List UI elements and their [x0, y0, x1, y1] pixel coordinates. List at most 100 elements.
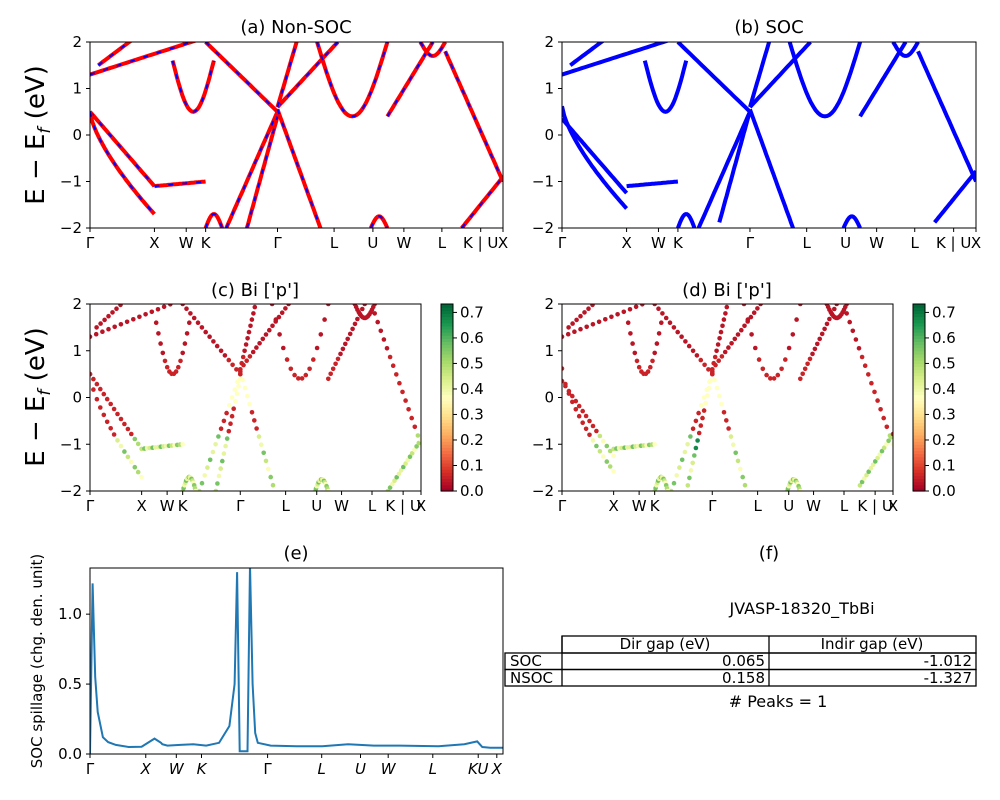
projection-point [640, 304, 645, 307]
projection-point [91, 376, 96, 382]
projection-point [143, 312, 148, 317]
projection-point [724, 418, 729, 423]
projection-point [607, 448, 613, 454]
panel-c-colorbar-segment [441, 409, 453, 414]
projection-point [685, 483, 691, 488]
projection-point [869, 380, 874, 386]
projection-point [111, 406, 117, 412]
panel-c-colorbar-segment [441, 316, 453, 321]
band-line [891, 42, 920, 58]
projection-point [877, 452, 883, 457]
projection-point [91, 387, 96, 392]
projection-point [671, 325, 677, 330]
panel-d-colorbar: 0.7 0.6 0.5 0.4 0.3 0.2 0.1 0.0 [912, 303, 956, 500]
projection-point [740, 474, 745, 480]
projection-point [720, 323, 725, 329]
panel-d-colorbar-frame [912, 303, 926, 492]
projection-point [129, 459, 134, 465]
projection-point [576, 413, 582, 419]
panel-d-colorbar-segment [913, 360, 925, 364]
band-line-dash [444, 50, 503, 182]
panel-c-colorbar-segment [441, 428, 453, 433]
projection-point [815, 341, 820, 347]
panel-d-colorbar-segment [913, 328, 925, 333]
projection-point [362, 304, 367, 307]
band-line [676, 42, 752, 114]
panel-a-ytick-label: 2 [72, 33, 82, 51]
projection-point [758, 304, 763, 307]
panel-c-colorbar-segment [441, 487, 453, 492]
band-line-dash [419, 42, 447, 57]
panel-e-xtick-label: U [355, 760, 366, 778]
projection-point [224, 410, 229, 416]
band-line [562, 105, 629, 210]
panel-c-title: (c) Bi ['p'] [211, 280, 299, 301]
panel-d-xtick-label: K | U [857, 497, 892, 515]
panel-e-xtick-label: Γ [263, 760, 272, 778]
panel-c-colorbar-segment [441, 356, 453, 361]
projection-point [381, 337, 387, 342]
panel-d-colorbar-segment [913, 366, 925, 371]
projection-point [850, 328, 856, 334]
panel-d-colorbar-segment [913, 316, 925, 321]
band-line-dash [90, 111, 156, 215]
projection-point [739, 327, 744, 333]
projection-point [698, 357, 704, 363]
panel-c-colorbar-label: 0.1 [460, 456, 484, 474]
projection-point [101, 412, 107, 418]
panel-c-colorbar-segment [441, 400, 453, 405]
projection-point [819, 331, 825, 337]
projection-point [714, 348, 719, 354]
projection-point [614, 280, 619, 285]
projection-point [266, 466, 271, 472]
panel-c-colorbar-segment [441, 422, 453, 427]
panel-c-colorbar-segment [441, 434, 453, 439]
projection-point [706, 385, 712, 391]
panel-c-xtick-label: X [136, 497, 146, 515]
panel-c-xtick-label: L [281, 497, 290, 515]
projection-point [590, 304, 595, 308]
projection-point [800, 371, 805, 377]
projection-point [634, 358, 640, 364]
panel-d-title: (d) Bi ['p'] [682, 280, 772, 301]
panel-d-colorbar-segment [913, 344, 925, 349]
panel-e-xtick-label: L [318, 760, 326, 778]
projection-point [706, 367, 711, 372]
panel-a-xtick-label: L [330, 234, 339, 252]
projection-point [236, 384, 241, 389]
projection-point [597, 433, 603, 439]
band-line [748, 42, 772, 108]
projection-point [794, 317, 799, 322]
projection-point [252, 304, 258, 310]
projection-point [188, 311, 193, 316]
projection-point [731, 442, 736, 448]
projection-point [690, 426, 696, 432]
projection-point [621, 309, 627, 315]
projection-point [573, 398, 579, 404]
projection-point [384, 346, 390, 351]
panel-d-colorbar-segment [913, 406, 925, 411]
panel-e-xtick-label: L [429, 760, 437, 778]
projection-point [268, 474, 274, 480]
projection-point [611, 453, 616, 459]
band-line [787, 42, 863, 119]
panel-d-colorbar-segment [913, 475, 925, 480]
projection-point [597, 449, 603, 454]
panel-c-xtick-label: U [311, 497, 322, 515]
projection-point [735, 458, 741, 464]
band-line [696, 110, 752, 228]
panel-d-colorbar-segment [913, 419, 925, 424]
table-header-indir: Indir gap (eV) [821, 635, 924, 653]
projection-point [685, 442, 690, 447]
projection-point [115, 411, 120, 417]
panel-c-colorbar-segment [441, 319, 453, 324]
panel-d-colorbar-segment [913, 356, 925, 361]
panel-c-colorbar-segment [441, 360, 453, 364]
projection-point [100, 329, 105, 335]
panel-c-xtick-label: Γ [236, 497, 245, 515]
panel-c-colorbar-segment [441, 425, 453, 430]
panel-a-ytick-label: 0 [72, 126, 82, 144]
projection-point [228, 421, 233, 427]
